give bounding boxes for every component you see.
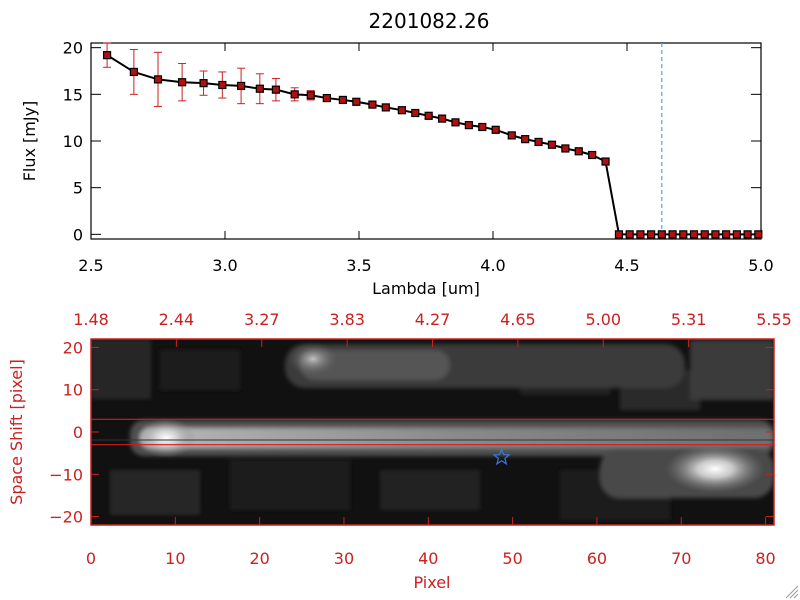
spectrum-x-tick-label: 4.0 [480,256,505,275]
image-x-tick-label: 70 [671,549,691,568]
data-point [102,51,112,60]
data-point [754,230,763,239]
spectrum-y-axis-label: Flux [mJy] [20,101,39,182]
image-top-tick-label: 5.31 [671,310,707,329]
image-y-ticks: −20 −10 0 10 20 [49,338,774,527]
image-top-tick-label: 1.48 [73,310,109,329]
data-point [521,135,530,144]
spectrum-points [102,51,763,239]
data-point [218,80,227,90]
image-x-tick-label: 50 [502,549,522,568]
spectrum-y-tick-label: 5 [73,179,83,198]
data-point [290,90,299,99]
image-top-tick-label: 4.27 [415,310,451,329]
image-x-tick-label: 20 [249,549,269,568]
image-x-tick-label: 60 [587,549,607,568]
data-point [657,230,666,239]
data-point [271,85,281,94]
data-point [464,121,473,130]
data-point [625,230,634,239]
chart-title: 2201082.26 [369,9,490,33]
data-point [491,125,500,134]
image-x-ticks: 0 10 20 30 40 50 60 70 80 [86,517,776,568]
spectrum-y-tick-label: 20 [63,39,83,58]
star-marker-icon [492,447,511,466]
spectrum-x-axis-label: Lambda [um] [372,279,480,298]
data-point [507,131,516,140]
data-point [306,91,315,100]
data-point [732,230,741,239]
spectrum-plot-frame [90,42,762,240]
spectrum-x-tick-label: 3.5 [346,256,371,275]
image-y-tick-label: 20 [63,338,83,357]
spectrum-y-tick-label: 15 [63,85,83,104]
data-point [338,95,348,105]
image-x-tick-label: 0 [86,549,96,568]
data-point [534,137,543,147]
data-point [397,106,406,115]
data-point [561,144,570,153]
spectral-image [91,339,774,525]
data-point [411,108,420,118]
image-top-tick-label: 4.65 [500,310,536,329]
data-point [679,230,688,239]
image-y-axis-label: Space Shift [pixel] [7,359,26,505]
data-point [711,230,720,239]
data-point [647,230,656,239]
spectrum-x-ticks: 2.5 3.0 3.5 4.0 4.5 5.0 [78,43,774,275]
image-top-tick-label: 3.83 [329,310,365,329]
image-y-tick-label: 0 [73,423,83,442]
image-top-tick-label: 2.44 [159,310,195,329]
data-point [178,78,187,87]
image-top-wavelength-ticks: 1.48 2.44 3.27 3.83 4.27 4.65 5.00 5.31 5.55 [73,310,792,347]
data-point [478,122,487,132]
image-y-tick-label: 10 [63,381,83,400]
data-point [547,140,557,149]
image-top-tick-label: 5.55 [756,310,792,329]
data-point [236,81,246,91]
spectrum-x-tick-label: 2.5 [78,256,103,275]
data-point [668,230,677,239]
spectrum-y-tick-label: 10 [63,132,83,151]
data-point [689,230,699,239]
data-point [199,79,208,88]
image-x-axis-label: Pixel [413,573,450,592]
spectrum-x-tick-label: 3.0 [212,256,237,275]
data-point [574,147,583,156]
image-y-tick-label: −20 [49,508,83,527]
image-x-tick-label: 10 [165,549,185,568]
data-point [153,75,163,84]
spectrum-y-ticks: 0 5 10 15 20 [63,39,761,244]
image-x-tick-label: 30 [334,549,354,568]
data-point [722,230,731,239]
data-point [322,93,331,103]
data-point [129,67,138,77]
data-point [743,230,752,239]
data-point [451,118,460,127]
image-x-tick-label: 80 [755,549,775,568]
image-top-tick-label: 3.27 [244,310,280,329]
data-point [588,150,597,160]
data-point [614,230,624,239]
image-y-tick-label: −10 [49,465,83,484]
spectrum-x-tick-label: 5.0 [748,256,773,275]
spectrum-line [106,54,759,236]
resize-grip-icon[interactable] [785,585,799,599]
spectrum-y-tick-label: 0 [73,225,83,244]
data-point [437,114,447,123]
image-top-tick-label: 5.00 [585,310,621,329]
spectrum-x-tick-label: 4.5 [614,256,639,275]
data-point [381,103,390,112]
data-point [601,157,610,166]
data-point [700,230,709,239]
data-point [352,97,361,106]
image-x-tick-label: 40 [418,549,438,568]
spectral-image-panel: 0 10 20 30 40 50 60 70 80 −20 −10 0 10 20 1.48 2.44 3.… [7,310,792,592]
data-point [424,111,433,120]
data-point [368,100,377,109]
data-point [255,84,264,93]
data-point [636,230,645,239]
